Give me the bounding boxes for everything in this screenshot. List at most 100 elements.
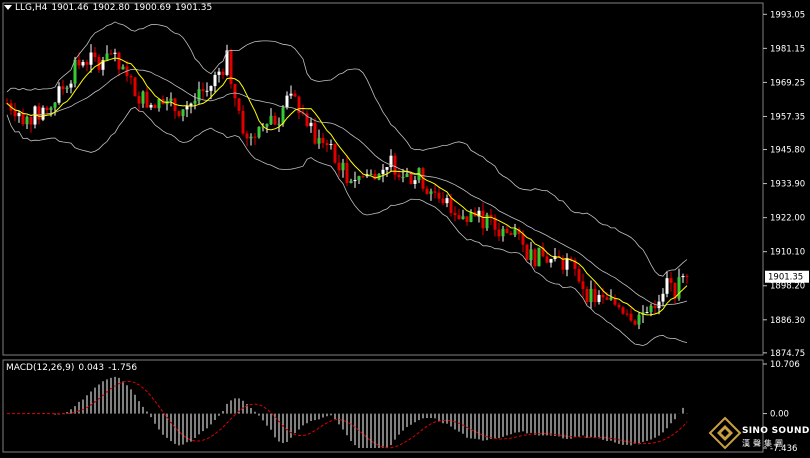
candle-body — [137, 96, 141, 104]
candle-body — [25, 116, 29, 125]
macd-y-tick-label: 10.706 — [770, 360, 800, 370]
candle-body — [457, 215, 461, 220]
candle-body — [425, 188, 429, 194]
candle-body — [357, 176, 361, 181]
y-tick-label: 1910.10 — [770, 248, 805, 258]
candle-body — [177, 111, 181, 117]
candle-body — [201, 89, 205, 92]
macd-frame — [2, 359, 764, 453]
price-frame — [2, 2, 764, 356]
candle-body — [517, 229, 521, 234]
candle-body — [373, 173, 377, 180]
candle-body — [429, 191, 433, 194]
candle-body — [633, 320, 637, 325]
candle-body — [453, 212, 457, 216]
symbol-label: LLG,H4 — [15, 3, 48, 13]
candle-body — [337, 162, 341, 171]
brand-name: SINO SOUND — [742, 426, 810, 436]
moving-average-line — [6, 57, 688, 316]
candle-body — [497, 229, 501, 237]
candle-body — [665, 278, 669, 294]
candle-body — [189, 103, 193, 106]
candle-body — [605, 297, 609, 300]
candle-body — [533, 249, 537, 267]
candle-body — [61, 86, 65, 90]
candle-body — [445, 198, 449, 204]
candle-body — [493, 217, 497, 230]
candle-body — [17, 112, 21, 117]
candle-body — [301, 112, 305, 114]
candle-body — [333, 144, 337, 163]
candle-body — [169, 98, 173, 101]
candle-body — [153, 104, 157, 109]
candle-body — [197, 89, 201, 101]
candle-body — [597, 294, 601, 303]
y-tick-label: 1886.30 — [770, 316, 805, 326]
candle-body — [629, 313, 633, 321]
candle-body — [581, 281, 585, 289]
candle-body — [601, 294, 605, 298]
candle-body — [501, 228, 505, 237]
candle-body — [513, 229, 517, 235]
logo-emblem-icon — [708, 416, 742, 450]
candle-body — [269, 115, 273, 125]
candle-body — [469, 211, 473, 222]
candle-body — [545, 256, 549, 263]
candle-body — [369, 173, 373, 175]
candle-body — [433, 191, 437, 193]
y-tick-label: 1945.80 — [770, 146, 805, 156]
y-tick-label: 1993.05 — [770, 10, 805, 20]
macd-label: MACD(12,26,9) — [6, 363, 75, 373]
candle-body — [329, 144, 333, 146]
candle-body — [397, 174, 401, 178]
candle-body — [609, 297, 613, 300]
candle-body — [209, 86, 213, 91]
candle-body — [681, 275, 685, 278]
candle-body — [141, 91, 145, 104]
candle-body — [281, 107, 285, 124]
candle-body — [73, 59, 77, 84]
candle-body — [669, 278, 673, 283]
candle-body — [321, 137, 325, 144]
candle-body — [293, 93, 297, 97]
candle-body — [173, 98, 177, 112]
candle-body — [233, 84, 237, 99]
candle-body — [585, 288, 589, 303]
candle-body — [21, 112, 25, 125]
candle-body — [129, 76, 133, 78]
candle-body — [37, 106, 41, 120]
candle-body — [81, 62, 85, 66]
candle-body — [625, 313, 629, 315]
candle-body — [661, 293, 665, 302]
candle-body — [385, 167, 389, 170]
candle-body — [485, 214, 489, 229]
y-tick-label: 1874.75 — [770, 349, 805, 359]
candle-body — [265, 124, 269, 127]
macd-signal-line — [7, 380, 688, 449]
candle-body — [41, 107, 45, 120]
candle-body — [229, 50, 233, 85]
y-tick-label: 1898.20 — [770, 282, 805, 292]
candle-body — [181, 109, 185, 117]
y-tick-label: 1957.35 — [770, 112, 805, 122]
candle-body — [621, 307, 625, 314]
candle-body — [113, 52, 117, 54]
candle-body — [145, 91, 149, 108]
candle-body — [489, 214, 493, 218]
candle-body — [393, 155, 397, 175]
dropdown-triangle-icon[interactable] — [4, 5, 12, 10]
candle-body — [677, 277, 681, 299]
candle-body — [649, 305, 653, 313]
candle-body — [589, 288, 593, 303]
macd-header: MACD(12,26,9) 0.043 -1.756 — [6, 363, 141, 373]
candle-body — [461, 216, 465, 220]
candle-body — [569, 258, 573, 261]
bollinger-lower-band — [6, 106, 688, 347]
candle-body — [185, 105, 189, 110]
candle-body — [441, 198, 445, 204]
candle-body — [509, 232, 513, 235]
bollinger-upper-band — [6, 21, 688, 277]
candle-body — [217, 71, 221, 75]
candle-body — [121, 66, 125, 70]
